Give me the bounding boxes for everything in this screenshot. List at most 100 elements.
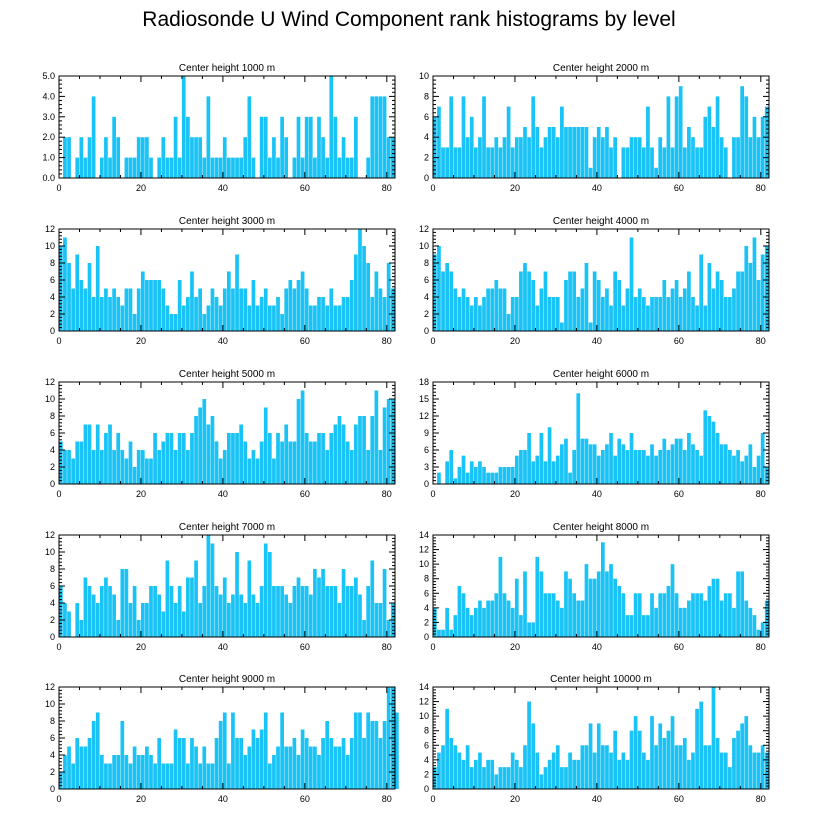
- histogram-bar: [272, 458, 276, 484]
- histogram-bar: [678, 607, 683, 637]
- histogram-bar: [99, 157, 104, 178]
- histogram-bar: [165, 157, 170, 178]
- histogram-bar: [699, 254, 704, 331]
- panel-title: Center height 4000 m: [553, 216, 649, 227]
- histogram-bar: [736, 571, 740, 637]
- y-tick-label: 14: [419, 530, 429, 540]
- x-tick-label: 60: [674, 489, 684, 499]
- histogram-bar: [190, 738, 194, 789]
- x-tick-label: 80: [382, 336, 392, 346]
- x-tick-label: 40: [218, 489, 228, 499]
- histogram-bar: [341, 297, 346, 331]
- histogram-bar: [259, 116, 264, 178]
- y-tick-label: 2: [50, 462, 55, 472]
- histogram-bar: [79, 620, 84, 637]
- panel-title: Center height 9000 m: [179, 674, 275, 685]
- histogram-bar: [543, 767, 548, 789]
- histogram-bar: [153, 280, 157, 331]
- histogram-bar: [682, 607, 687, 637]
- histogram-bar: [132, 314, 137, 331]
- y-tick-label: 12: [419, 545, 429, 555]
- x-tick-label: 60: [674, 336, 684, 346]
- histogram-bar: [308, 746, 313, 789]
- histogram-bar: [374, 271, 379, 331]
- histogram-bar: [752, 116, 757, 178]
- histogram-bar: [592, 444, 597, 484]
- histogram-bar: [555, 600, 560, 637]
- histogram-bar: [231, 288, 235, 331]
- histogram-bar: [325, 450, 330, 484]
- histogram-bar: [190, 577, 194, 637]
- histogram-bar: [198, 763, 203, 789]
- histogram-bar: [625, 615, 630, 637]
- histogram-bar: [267, 305, 272, 331]
- histogram-bar: [99, 297, 104, 331]
- histogram-bar: [386, 620, 391, 637]
- histogram-bar: [329, 738, 334, 789]
- histogram-bar: [132, 157, 137, 178]
- y-tick-label: 6: [424, 112, 429, 122]
- histogram-bar: [243, 288, 248, 331]
- histogram-bar: [91, 594, 96, 637]
- histogram-bar: [482, 467, 486, 484]
- histogram-bar: [674, 745, 679, 789]
- histogram-bar: [576, 297, 581, 331]
- histogram-bar: [329, 288, 334, 331]
- x-tick-label: 40: [218, 336, 228, 346]
- histogram-bar: [560, 607, 564, 637]
- histogram-bar: [214, 738, 219, 789]
- histogram-bar: [366, 263, 371, 331]
- rank-histogram-panel: Center height 2000 m 0 20 40 60 80 0 2 4 6 8 10: [419, 63, 770, 193]
- histogram-bar: [592, 137, 597, 178]
- histogram-bar: [378, 288, 383, 331]
- x-tick-label: 80: [756, 336, 766, 346]
- histogram-bar: [116, 137, 121, 178]
- histogram-bar: [263, 288, 268, 331]
- histogram-bar: [744, 246, 749, 331]
- histogram-bar: [764, 600, 769, 637]
- histogram-bar: [67, 450, 71, 484]
- histogram-bar: [71, 763, 75, 789]
- histogram-bar: [498, 288, 503, 331]
- histogram-bar: [760, 116, 765, 178]
- histogram-bar: [75, 157, 80, 178]
- histogram-bar: [153, 433, 157, 484]
- histogram-bar: [748, 137, 753, 178]
- histogram-bar: [433, 767, 437, 789]
- y-tick-label: 2.0: [42, 132, 55, 142]
- histogram-bar: [592, 578, 597, 637]
- histogram-bar: [732, 738, 736, 789]
- x-tick-label: 20: [136, 489, 146, 499]
- histogram-bar: [482, 767, 486, 789]
- histogram-bar: [539, 147, 544, 178]
- histogram-bar: [210, 763, 215, 789]
- histogram-bar: [756, 137, 761, 178]
- y-tick-label: 12: [45, 682, 55, 692]
- y-tick-label: 6: [50, 428, 55, 438]
- histogram-bar: [531, 622, 536, 637]
- panel-title: Center height 3000 m: [179, 216, 275, 227]
- histogram-bar: [181, 305, 186, 331]
- y-tick-label: 12: [45, 377, 55, 387]
- histogram-bar: [87, 424, 92, 484]
- histogram-bar: [707, 586, 712, 637]
- histogram-bar: [276, 433, 280, 484]
- histogram-bar: [494, 280, 499, 331]
- x-tick-label: 20: [136, 794, 146, 804]
- histogram-bar: [568, 578, 572, 637]
- histogram-bar: [588, 723, 593, 789]
- histogram-bar: [674, 96, 679, 178]
- histogram-bar: [186, 577, 190, 637]
- histogram-bar: [441, 271, 445, 331]
- histogram-bar: [296, 577, 301, 637]
- histogram-bar: [519, 615, 523, 637]
- histogram-bar: [662, 147, 667, 178]
- histogram-bar: [75, 254, 80, 331]
- histogram-bar: [596, 455, 601, 484]
- histogram-bar: [292, 586, 297, 637]
- histogram-bar: [621, 593, 626, 637]
- histogram-bar: [345, 755, 350, 789]
- histogram-bar: [719, 444, 724, 484]
- histogram-bar: [650, 147, 654, 178]
- histogram-bar: [646, 615, 650, 637]
